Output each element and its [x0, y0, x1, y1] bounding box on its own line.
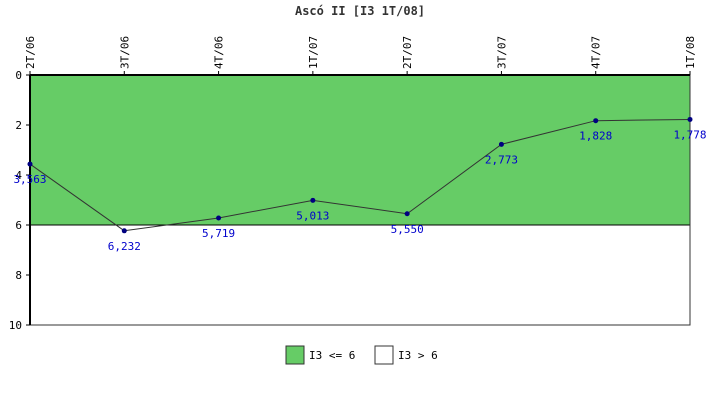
- legend-label: I3 > 6: [398, 349, 438, 362]
- y-tick-label: 4: [15, 169, 22, 182]
- legend-label: I3 <= 6: [309, 349, 355, 362]
- band-1: [29, 224, 691, 326]
- legend-swatch: [285, 345, 305, 365]
- series-group: 3,563 6,232 5,719 5,013 5,550 2,773 1,828 1,778: [13, 116, 707, 253]
- x-tick-label: 4T/07: [590, 36, 603, 69]
- y-axis-ticks: 0 2 4 6 8 10: [9, 69, 30, 332]
- data-point: [27, 161, 33, 167]
- data-point: [498, 141, 504, 147]
- x-tick-label: 1T/08: [684, 36, 697, 69]
- data-label: 1,828: [579, 130, 612, 143]
- data-label: 6,232: [108, 240, 141, 253]
- x-tick-label: 2T/07: [401, 36, 414, 69]
- series-line: [29, 118, 691, 232]
- x-tick-label: 3T/06: [118, 36, 131, 69]
- plot-frame: [29, 74, 691, 326]
- x-tick-label: 2T/06: [24, 36, 37, 69]
- data-point: [121, 228, 127, 234]
- data-point: [404, 211, 410, 217]
- data-label: 3,563: [13, 173, 46, 186]
- data-label: 5,550: [391, 223, 424, 236]
- y-tick-label: 0: [15, 69, 22, 82]
- band-0: [29, 74, 691, 226]
- data-label: 5,013: [296, 209, 329, 222]
- data-label: 1,778: [673, 128, 706, 141]
- chart-bands: [29, 74, 691, 326]
- chart-title: Ascó II [I3 1T/08]: [295, 4, 425, 18]
- data-point: [216, 215, 222, 221]
- x-tick-label: 4T/06: [213, 36, 226, 69]
- y-tick-label: 6: [15, 219, 22, 232]
- x-tick-label: 1T/07: [307, 36, 320, 69]
- data-point: [593, 118, 599, 124]
- x-tick-label: 3T/07: [495, 36, 508, 69]
- y-tick-label: 10: [9, 319, 22, 332]
- data-label: 2,773: [485, 153, 518, 166]
- legend-swatch: [374, 345, 394, 365]
- data-point: [310, 197, 316, 203]
- y-tick-label: 2: [15, 119, 22, 132]
- legend: I3 <= 6 I3 > 6: [285, 345, 438, 365]
- data-point: [687, 116, 693, 122]
- data-label: 5,719: [202, 227, 235, 240]
- x-axis-ticks: 2T/06 3T/06 4T/06 1T/07 2T/07 3T/07 4T/07 1T/08: [24, 36, 697, 75]
- y-tick-label: 8: [15, 269, 22, 282]
